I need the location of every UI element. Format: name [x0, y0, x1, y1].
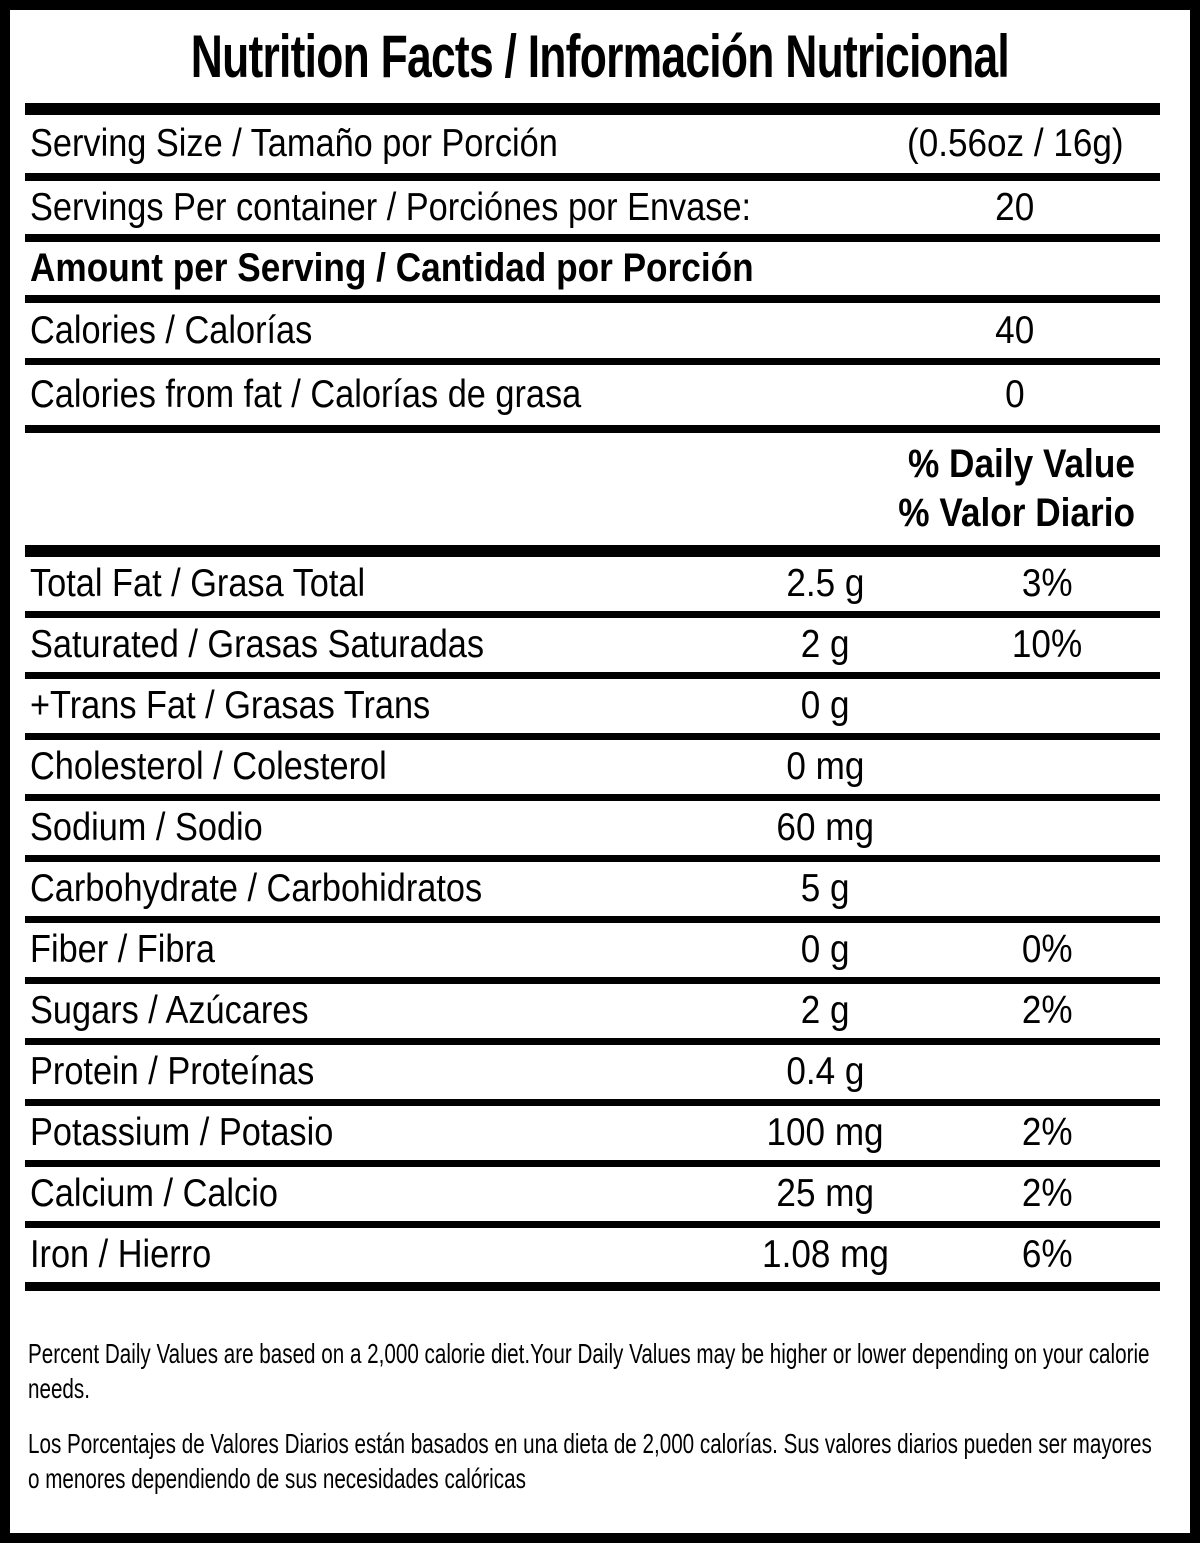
nutrient-amount: 2 g: [800, 989, 850, 1032]
nutrient-row-carbohydrate: Carbohydrate / Carbohidratos 5 g: [25, 862, 1160, 923]
nutrient-row-protein: Protein / Proteínas 0.4 g: [25, 1045, 1160, 1106]
nutrient-amount: 0 g: [800, 928, 850, 971]
nutrient-row-sugars: Sugars / Azúcares 2 g 2%: [25, 984, 1160, 1045]
footnotes: Percent Daily Values are based on a 2,00…: [28, 1291, 1190, 1496]
nutrient-label: Protein / Proteínas: [30, 1050, 315, 1093]
nutrient-row-calcium: Calcium / Calcio 25 mg 2%: [25, 1167, 1160, 1228]
calories-from-fat-label: Calories from fat / Calorías de grasa: [30, 373, 582, 416]
nutrient-daily-value: [935, 745, 1160, 789]
nutrient-row-potassium: Potassium / Potasio 100 mg 2%: [25, 1106, 1160, 1167]
calories-from-fat-row: Calories from fat / Calorías de grasa 0: [25, 365, 1160, 433]
daily-value-header-spanish: % Valor Diario: [898, 491, 1135, 535]
nutrient-daily-value: 2%: [1022, 989, 1073, 1032]
nutrient-amount: 2.5 g: [785, 562, 865, 605]
serving-size-label: Serving Size / Tamaño por Porción: [30, 122, 558, 165]
nutrient-row-iron: Iron / Hierro 1.08 mg 6%: [25, 1228, 1160, 1291]
nutrient-row-cholesterol: Cholesterol / Colesterol 0 mg: [25, 740, 1160, 801]
nutrient-amount: 1.08 mg: [761, 1233, 889, 1276]
header-divider-bar: [25, 103, 1160, 115]
nutrient-row-total-fat: Total Fat / Grasa Total 2.5 g 3%: [25, 557, 1160, 618]
nutrient-amount: 0 mg: [785, 745, 865, 788]
amount-per-serving-header: Amount per Serving / Cantidad por Porció…: [30, 246, 754, 290]
nutrient-daily-value: [935, 684, 1160, 728]
nutrient-daily-value: 3%: [1022, 562, 1073, 605]
nutrient-label: Cholesterol / Colesterol: [30, 745, 387, 788]
servings-per-container-value: 20: [995, 185, 1035, 229]
daily-value-header: % Daily Value % Valor Diario: [25, 433, 1160, 557]
nutrient-row-sodium: Sodium / Sodio 60 mg: [25, 801, 1160, 862]
nutrient-row-saturated-fat: Saturated / Grasas Saturadas 2 g 10%: [25, 618, 1160, 679]
facts-table: Serving Size / Tamaño por Porción (0.56o…: [25, 115, 1160, 1291]
nutrient-daily-value: 0%: [1022, 928, 1073, 971]
nutrient-daily-value: 2%: [1022, 1172, 1073, 1215]
nutrient-label: Sodium / Sodio: [30, 806, 263, 849]
nutrient-label: Potassium / Potasio: [30, 1111, 334, 1154]
footnote-english: Percent Daily Values are based on a 2,00…: [28, 1338, 1150, 1404]
servings-per-container-label: Servings Per container / Porciónes por E…: [30, 185, 752, 229]
nutrient-amount: 0.4 g: [785, 1050, 865, 1093]
nutrient-label: +Trans Fat / Grasas Trans: [30, 684, 431, 727]
calories-row: Calories / Calorías 40: [25, 303, 1160, 365]
nutrient-label: Iron / Hierro: [30, 1233, 212, 1276]
nutrient-label: Carbohydrate / Carbohidratos: [30, 867, 483, 910]
servings-per-container-row: Servings Per container / Porciónes por E…: [25, 181, 1160, 242]
nutrient-amount: 25 mg: [776, 1172, 874, 1215]
nutrient-label: Calcium / Calcio: [30, 1172, 278, 1215]
serving-size-row: Serving Size / Tamaño por Porción (0.56o…: [25, 115, 1160, 181]
nutrient-row-fiber: Fiber / Fibra 0 g 0%: [25, 923, 1160, 984]
footnote-spanish: Los Porcentajes de Valores Diarios están…: [28, 1428, 1152, 1494]
page-title: Nutrition Facts / Información Nutriciona…: [190, 23, 1010, 90]
nutrient-label: Saturated / Grasas Saturadas: [30, 623, 485, 666]
nutrient-label: Total Fat / Grasa Total: [30, 562, 366, 605]
nutrient-label: Fiber / Fibra: [30, 928, 215, 971]
nutrient-amount: 100 mg: [766, 1111, 884, 1154]
nutrient-daily-value: 10%: [1012, 623, 1083, 666]
nutrient-label: Sugars / Azúcares: [30, 989, 309, 1032]
nutrient-amount: 2 g: [800, 623, 850, 666]
nutrient-daily-value: 2%: [1022, 1111, 1073, 1154]
title-band: Nutrition Facts / Información Nutriciona…: [10, 10, 1190, 103]
amount-per-serving-header-row: Amount per Serving / Cantidad por Porció…: [25, 242, 1160, 303]
nutrient-amount: 60 mg: [776, 806, 874, 849]
nutrient-daily-value: [935, 1050, 1160, 1094]
nutrient-daily-value: [935, 867, 1160, 911]
calories-label: Calories / Calorías: [30, 308, 313, 352]
daily-value-header-english: % Daily Value: [908, 442, 1135, 486]
nutrient-daily-value: 6%: [1022, 1233, 1073, 1276]
nutrient-daily-value: [935, 806, 1160, 850]
calories-value: 40: [995, 308, 1035, 352]
serving-size-value: (0.56oz / 16g): [906, 122, 1124, 165]
nutrient-row-trans-fat: +Trans Fat / Grasas Trans 0 g: [25, 679, 1160, 740]
calories-from-fat-value: 0: [1005, 373, 1025, 416]
nutrient-amount: 0 g: [800, 684, 850, 727]
nutrient-amount: 5 g: [800, 867, 850, 910]
